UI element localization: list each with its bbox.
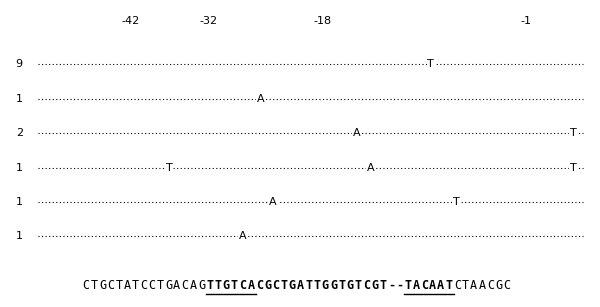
Text: T: T xyxy=(380,278,386,292)
Text: G: G xyxy=(371,278,379,292)
Text: T: T xyxy=(305,278,313,292)
Text: -42: -42 xyxy=(122,17,140,26)
Text: T: T xyxy=(452,197,460,207)
Text: 2: 2 xyxy=(16,128,23,138)
Text: T: T xyxy=(157,278,164,292)
Text: C: C xyxy=(272,278,280,292)
Text: T: T xyxy=(166,163,173,173)
Text: A: A xyxy=(190,278,197,292)
Text: -18: -18 xyxy=(314,17,332,26)
Text: 1: 1 xyxy=(16,197,23,207)
Text: T: T xyxy=(338,278,346,292)
Text: A: A xyxy=(239,231,247,241)
Text: C: C xyxy=(182,278,188,292)
Text: A: A xyxy=(247,278,254,292)
Text: C: C xyxy=(256,278,263,292)
Text: G: G xyxy=(223,278,230,292)
Text: C: C xyxy=(83,278,89,292)
Text: T: T xyxy=(116,278,122,292)
Text: 1: 1 xyxy=(16,94,23,104)
Text: -: - xyxy=(388,278,395,292)
Text: C: C xyxy=(140,278,148,292)
Text: G: G xyxy=(99,278,106,292)
Text: T: T xyxy=(404,278,412,292)
Text: C: C xyxy=(487,278,494,292)
Text: T: T xyxy=(427,60,434,69)
Text: T: T xyxy=(446,278,452,292)
Text: C: C xyxy=(503,278,511,292)
Text: A: A xyxy=(479,278,485,292)
Text: C: C xyxy=(107,278,115,292)
Text: G: G xyxy=(165,278,172,292)
Text: C: C xyxy=(454,278,461,292)
Text: 9: 9 xyxy=(16,60,23,69)
Text: T: T xyxy=(569,128,577,138)
Text: G: G xyxy=(198,278,205,292)
Text: G: G xyxy=(264,278,271,292)
Text: A: A xyxy=(437,278,445,292)
Text: -32: -32 xyxy=(200,17,218,26)
Text: C: C xyxy=(149,278,155,292)
Text: -1: -1 xyxy=(521,17,532,26)
Text: T: T xyxy=(132,278,139,292)
Text: 1: 1 xyxy=(16,231,23,241)
Text: G: G xyxy=(289,278,296,292)
Text: T: T xyxy=(231,278,238,292)
Text: -: - xyxy=(396,278,403,292)
Text: G: G xyxy=(330,278,337,292)
Text: G: G xyxy=(495,278,502,292)
Text: T: T xyxy=(91,278,98,292)
Text: A: A xyxy=(470,278,478,292)
Text: 1: 1 xyxy=(16,163,23,173)
Text: A: A xyxy=(413,278,419,292)
Text: C: C xyxy=(363,278,370,292)
Text: C: C xyxy=(239,278,247,292)
Text: T: T xyxy=(462,278,469,292)
Text: A: A xyxy=(429,278,436,292)
Text: T: T xyxy=(569,163,577,173)
Text: A: A xyxy=(367,163,374,173)
Text: A: A xyxy=(124,278,131,292)
Text: T: T xyxy=(355,278,362,292)
Text: A: A xyxy=(173,278,181,292)
Text: T: T xyxy=(206,278,214,292)
Text: A: A xyxy=(353,128,361,138)
Text: G: G xyxy=(347,278,353,292)
Text: T: T xyxy=(313,278,320,292)
Text: A: A xyxy=(297,278,304,292)
Text: T: T xyxy=(215,278,221,292)
Text: T: T xyxy=(280,278,287,292)
Text: C: C xyxy=(421,278,428,292)
Text: A: A xyxy=(257,94,265,104)
Text: G: G xyxy=(322,278,329,292)
Text: A: A xyxy=(269,197,277,207)
